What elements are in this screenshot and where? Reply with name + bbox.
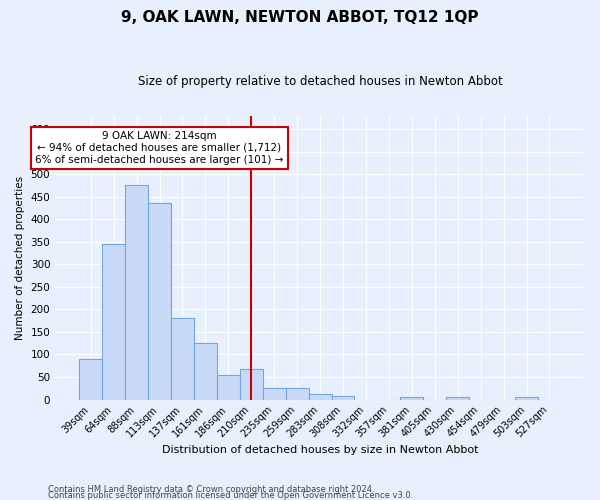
Bar [240,369,263,400]
Bar [217,375,240,400]
Bar [400,397,423,400]
Bar [286,388,308,400]
Bar [263,388,286,400]
Title: Size of property relative to detached houses in Newton Abbot: Size of property relative to detached ho… [138,75,502,88]
Bar [332,396,355,400]
Bar [171,318,194,400]
Bar [446,397,469,400]
Bar [79,359,102,400]
X-axis label: Distribution of detached houses by size in Newton Abbot: Distribution of detached houses by size … [162,445,478,455]
Bar [194,343,217,400]
Bar [148,204,171,400]
Text: Contains public sector information licensed under the Open Government Licence v3: Contains public sector information licen… [48,490,413,500]
Text: 9 OAK LAWN: 214sqm
← 94% of detached houses are smaller (1,712)
6% of semi-detac: 9 OAK LAWN: 214sqm ← 94% of detached hou… [35,132,284,164]
Bar [515,397,538,400]
Text: Contains HM Land Registry data © Crown copyright and database right 2024.: Contains HM Land Registry data © Crown c… [48,484,374,494]
Bar [308,394,332,400]
Bar [102,244,125,400]
Bar [125,186,148,400]
Y-axis label: Number of detached properties: Number of detached properties [15,176,25,340]
Text: 9, OAK LAWN, NEWTON ABBOT, TQ12 1QP: 9, OAK LAWN, NEWTON ABBOT, TQ12 1QP [121,10,479,25]
